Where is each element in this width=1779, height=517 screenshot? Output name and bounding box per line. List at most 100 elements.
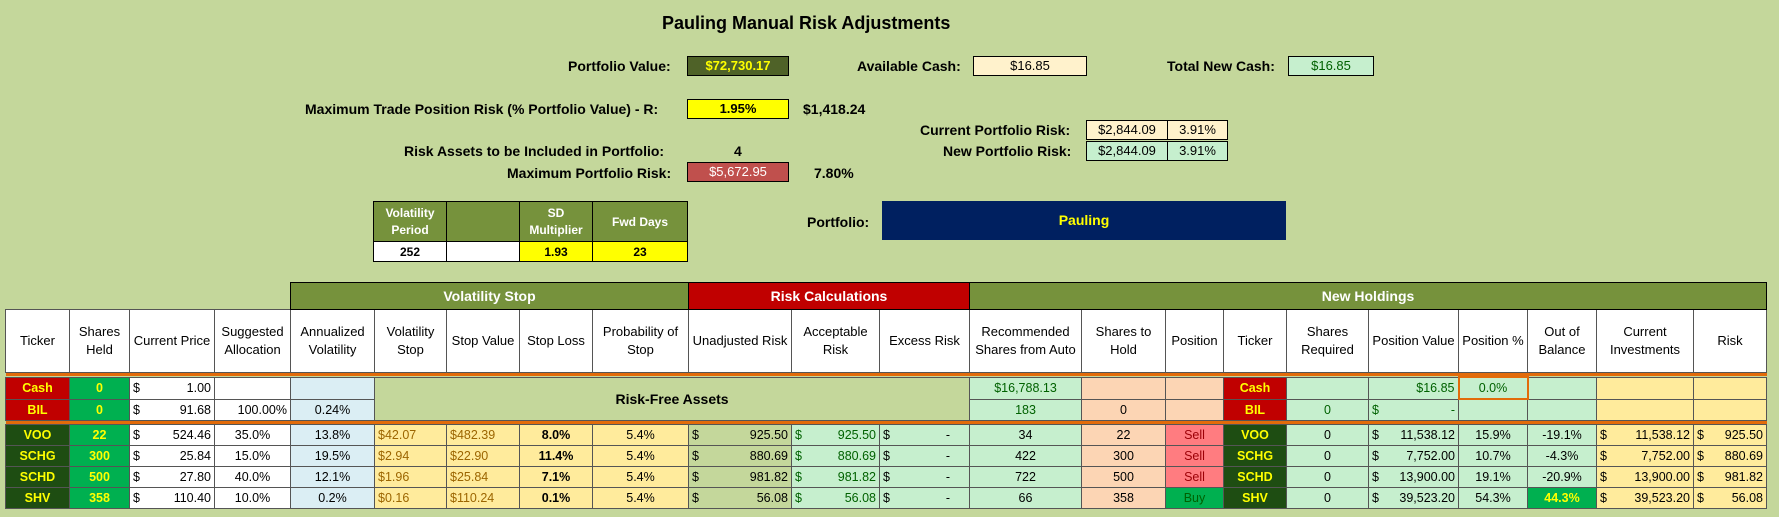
group-risk-calculations: Risk Calculations	[688, 282, 970, 310]
ticker-cell[interactable]: BIL	[5, 398, 70, 421]
portfolio-value-cell[interactable]: $72,730.17	[687, 56, 789, 76]
risk-cell: 880.69	[1724, 449, 1763, 463]
current-investments-cell: 7,752.00	[1641, 449, 1690, 463]
col-position-pct: Position %	[1458, 309, 1528, 373]
col-risk: Risk	[1693, 309, 1767, 373]
current-investments-cell: 13,900.00	[1634, 470, 1690, 484]
hold-cell[interactable]: 0	[1081, 398, 1166, 421]
holdings-table: Volatility Stop Risk Calculations New Ho…	[5, 282, 1767, 509]
shares-held-cell[interactable]: 22	[69, 424, 130, 446]
sd-multiplier-header: SD Multiplier	[519, 201, 593, 242]
ticker-cell[interactable]: Cash	[5, 376, 70, 400]
stop-loss-cell: 11.4%	[519, 445, 593, 467]
risk-assets-value[interactable]: 4	[734, 143, 742, 159]
current-risk-value-cell[interactable]: $2,844.09	[1086, 120, 1168, 140]
ticker-cell[interactable]: SCHD	[5, 466, 70, 488]
position-value-cell: 11,538.12	[1400, 428, 1455, 442]
acceptable-risk-cell: 880.69	[837, 449, 876, 463]
alloc-cell[interactable]: 40.0%	[214, 466, 291, 488]
recommended-cell: $16,788.13	[969, 376, 1082, 400]
shares-held-cell[interactable]: 358	[69, 487, 130, 509]
hold-cell[interactable]	[1081, 376, 1166, 400]
shares-held-cell[interactable]: 0	[69, 376, 130, 400]
new-risk-value-cell[interactable]: $2,844.09	[1086, 141, 1168, 161]
position-pct-cell: 15.9%	[1458, 424, 1528, 446]
shares-held-cell[interactable]: 500	[69, 466, 130, 488]
out-of-balance-cell: -19.1%	[1527, 424, 1597, 446]
current-investments-cell: 11,538.12	[1635, 428, 1690, 442]
portfolio-name-cell[interactable]: Pauling	[882, 201, 1286, 240]
position-pct-cell	[1458, 398, 1528, 421]
risk-cell: 925.50	[1724, 428, 1763, 442]
hold-cell[interactable]: 500	[1081, 466, 1166, 488]
col-annualized-volatility: Annualized Volatility	[290, 309, 375, 373]
hold-cell[interactable]: 358	[1081, 487, 1166, 509]
ticker2-cell: SCHG	[1223, 445, 1287, 467]
prob-stop-cell: 5.4%	[592, 487, 689, 509]
position-value-cell: 7,752.00	[1406, 449, 1455, 463]
col-position-value: Position Value	[1368, 309, 1459, 373]
price-cell[interactable]: 110.40	[173, 491, 211, 505]
hold-cell[interactable]: 22	[1081, 424, 1166, 446]
vol-period-cell[interactable]: 252	[373, 241, 447, 262]
stop-value-cell: $110.24	[446, 487, 520, 509]
position-cell	[1165, 376, 1224, 400]
total-new-cash-cell[interactable]: $16.85	[1288, 56, 1374, 76]
out-of-balance-cell: -4.3%	[1527, 445, 1597, 467]
recommended-cell: 422	[969, 445, 1082, 467]
max-trade-risk-label: Maximum Trade Position Risk (% Portfolio…	[305, 101, 659, 117]
ticker-cell[interactable]: SCHG	[5, 445, 70, 467]
max-trade-risk-pct-cell[interactable]: 1.95%	[687, 99, 789, 119]
col-suggested-allocation: Suggested Allocation	[214, 309, 291, 373]
position-value-cell: 13,900.00	[1399, 470, 1455, 484]
vol-blank-header	[446, 201, 520, 242]
alloc-cell[interactable]: 15.0%	[214, 445, 291, 467]
stop-loss-cell: 0.1%	[519, 487, 593, 509]
vol-cell: 0.2%	[290, 487, 375, 509]
prob-stop-cell: 5.4%	[592, 424, 689, 446]
hold-cell[interactable]: 300	[1081, 445, 1166, 467]
col-acceptable-risk: Acceptable Risk	[791, 309, 880, 373]
available-cash-cell[interactable]: $16.85	[973, 56, 1087, 76]
price-cell[interactable]: 25.84	[179, 449, 211, 463]
col-ticker-2: Ticker	[1223, 309, 1287, 373]
col-ticker: Ticker	[5, 309, 70, 373]
price-cell[interactable]: 1.00	[186, 381, 211, 395]
risk-assets-label: Risk Assets to be Included in Portfolio:	[404, 143, 665, 159]
group-volatility-stop: Volatility Stop	[290, 282, 689, 310]
ticker-cell[interactable]: SHV	[5, 487, 70, 509]
price-cell[interactable]: 91.68	[179, 402, 211, 417]
table-row-schd: SCHD 500 $27.80 40.0% 12.1% $1.96 $25.84…	[5, 466, 1767, 488]
position-pct-cell: 10.7%	[1458, 445, 1528, 467]
max-portfolio-risk-pct: 7.80%	[814, 165, 854, 181]
total-new-cash-label: Total New Cash:	[1167, 58, 1275, 74]
col-stop-value: Stop Value	[446, 309, 520, 373]
vol-blank-cell[interactable]	[446, 241, 520, 262]
alloc-cell[interactable]	[214, 376, 291, 400]
position-pct-cell: 0.0%	[1457, 376, 1529, 400]
table-row-shv: SHV 358 $110.40 10.0% 0.2% $0.16 $110.24…	[5, 487, 1767, 509]
price-cell[interactable]: 524.46	[172, 428, 211, 442]
alloc-cell[interactable]: 100.00%	[214, 398, 291, 421]
risk-cell: 56.08	[1731, 491, 1763, 505]
ticker-cell[interactable]: VOO	[5, 424, 70, 446]
shares-held-cell[interactable]: 300	[69, 445, 130, 467]
unadjusted-risk-cell: 925.50	[749, 428, 788, 442]
max-portfolio-risk-value-cell[interactable]: $5,672.95	[687, 162, 789, 182]
fwd-days-cell[interactable]: 23	[592, 241, 688, 262]
page-title: Pauling Manual Risk Adjustments	[662, 13, 951, 33]
ticker2-cell: SHV	[1223, 487, 1287, 509]
shares-held-cell[interactable]: 0	[69, 398, 130, 421]
position-sell-badge: Sell	[1165, 424, 1224, 446]
price-cell[interactable]: 27.80	[179, 470, 211, 484]
new-risk-pct-cell[interactable]: 3.91%	[1167, 141, 1228, 161]
required-cell: 0	[1286, 398, 1369, 421]
acceptable-risk-cell: 925.50	[837, 428, 876, 442]
alloc-cell[interactable]: 10.0%	[214, 487, 291, 509]
current-risk-pct-cell[interactable]: 3.91%	[1167, 120, 1228, 140]
position-value-cell: -	[1450, 402, 1455, 417]
acceptable-risk-cell: 981.82	[837, 470, 876, 484]
sd-multiplier-cell[interactable]: 1.93	[519, 241, 593, 262]
alloc-cell[interactable]: 35.0%	[214, 424, 291, 446]
col-current-investments: Current Investments	[1596, 309, 1694, 373]
